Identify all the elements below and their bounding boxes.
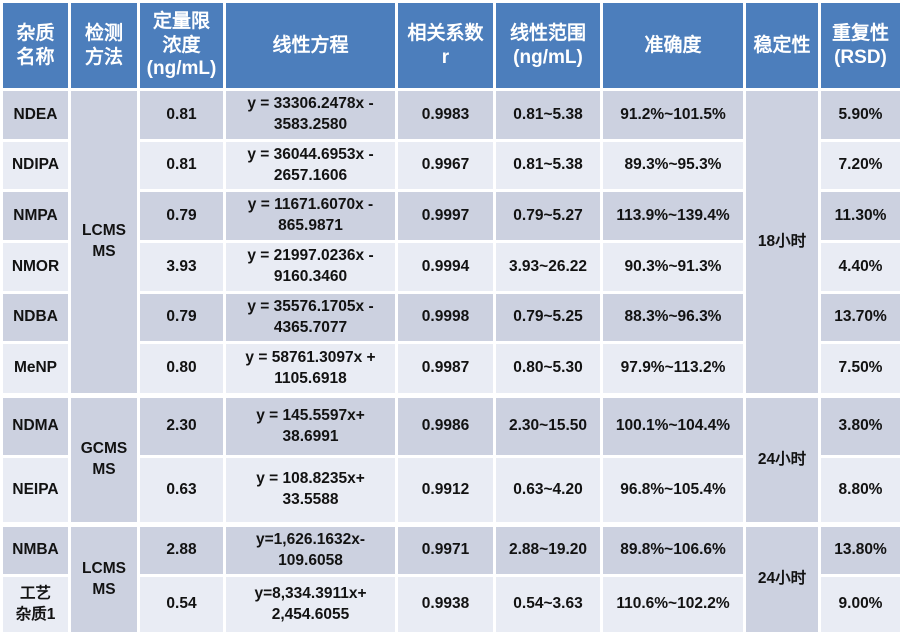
cell-correlation: 0.9998	[397, 293, 495, 343]
cell-loq: 0.79	[139, 293, 225, 343]
cell-linear-range: 2.88~19.20	[495, 525, 602, 576]
cell-rsd: 9.00%	[820, 576, 900, 634]
cell-accuracy: 90.3%~91.3%	[602, 242, 745, 293]
cell-correlation: 0.9938	[397, 576, 495, 634]
cell-linear-equation: y = 58761.3097x + 1105.6918	[225, 343, 397, 396]
cell-linear-equation: y = 11671.6070x - 865.9871	[225, 191, 397, 242]
cell-rsd: 11.30%	[820, 191, 900, 242]
cell-loq: 0.63	[139, 457, 225, 525]
cell-rsd: 13.70%	[820, 293, 900, 343]
cell-loq: 0.54	[139, 576, 225, 634]
col-header-stability: 稳定性	[745, 2, 820, 90]
cell-linear-range: 3.93~26.22	[495, 242, 602, 293]
cell-correlation: 0.9987	[397, 343, 495, 396]
cell-linear-range: 0.79~5.27	[495, 191, 602, 242]
cell-accuracy: 96.8%~105.4%	[602, 457, 745, 525]
cell-accuracy: 100.1%~104.4%	[602, 396, 745, 457]
cell-impurity-name: NDIPA	[2, 141, 70, 191]
cell-linear-range: 0.80~5.30	[495, 343, 602, 396]
cell-accuracy: 89.8%~106.6%	[602, 525, 745, 576]
cell-impurity-name: NEIPA	[2, 457, 70, 525]
cell-linear-equation: y = 36044.6953x - 2657.1606	[225, 141, 397, 191]
cell-loq: 2.88	[139, 525, 225, 576]
cell-detection-method-group: LCMS MS	[70, 525, 139, 634]
cell-stability-group: 18小时	[745, 90, 820, 396]
cell-rsd: 7.50%	[820, 343, 900, 396]
cell-accuracy: 91.2%~101.5%	[602, 90, 745, 141]
cell-impurity-name: NDMA	[2, 396, 70, 457]
cell-loq: 0.80	[139, 343, 225, 396]
cell-accuracy: 113.9%~139.4%	[602, 191, 745, 242]
table-row: NDMA GCMS MS 2.30 y = 145.5597x+ 38.6991…	[2, 396, 900, 457]
cell-impurity-name: NMBA	[2, 525, 70, 576]
cell-linear-range: 0.54~3.63	[495, 576, 602, 634]
cell-loq: 0.81	[139, 90, 225, 141]
cell-correlation: 0.9912	[397, 457, 495, 525]
cell-correlation: 0.9983	[397, 90, 495, 141]
cell-stability-group: 24小时	[745, 396, 820, 525]
cell-impurity-name: NMPA	[2, 191, 70, 242]
cell-detection-method-group: LCMS MS	[70, 90, 139, 396]
cell-accuracy: 89.3%~95.3%	[602, 141, 745, 191]
cell-accuracy: 97.9%~113.2%	[602, 343, 745, 396]
cell-impurity-name: NDEA	[2, 90, 70, 141]
cell-rsd: 3.80%	[820, 396, 900, 457]
cell-accuracy: 88.3%~96.3%	[602, 293, 745, 343]
cell-loq: 0.81	[139, 141, 225, 191]
cell-linear-range: 0.79~5.25	[495, 293, 602, 343]
cell-impurity-name: NDBA	[2, 293, 70, 343]
table-row: NMBA LCMS MS 2.88 y=1,626.1632x- 109.605…	[2, 525, 900, 576]
cell-stability-group: 24小时	[745, 525, 820, 634]
col-header-linear-range: 线性范围 (ng/mL)	[495, 2, 602, 90]
cell-linear-range: 0.81~5.38	[495, 141, 602, 191]
cell-loq: 0.79	[139, 191, 225, 242]
col-header-impurity-name: 杂质 名称	[2, 2, 70, 90]
header-row: 杂质 名称 检测 方法 定量限 浓度 (ng/mL) 线性方程 相关系数 r 线…	[2, 2, 900, 90]
cell-linear-equation: y = 35576.1705x - 4365.7077	[225, 293, 397, 343]
table-row: NDEA LCMS MS 0.81 y = 33306.2478x - 3583…	[2, 90, 900, 141]
cell-linear-equation: y = 145.5597x+ 38.6991	[225, 396, 397, 457]
cell-impurity-name: NMOR	[2, 242, 70, 293]
cell-linear-range: 2.30~15.50	[495, 396, 602, 457]
cell-detection-method-group: GCMS MS	[70, 396, 139, 525]
cell-impurity-name: MeNP	[2, 343, 70, 396]
cell-linear-equation: y=1,626.1632x- 109.6058	[225, 525, 397, 576]
cell-correlation: 0.9986	[397, 396, 495, 457]
cell-loq: 2.30	[139, 396, 225, 457]
cell-rsd: 7.20%	[820, 141, 900, 191]
cell-linear-equation: y = 21997.0236x - 9160.3460	[225, 242, 397, 293]
cell-correlation: 0.9967	[397, 141, 495, 191]
cell-linear-equation: y=8,334.3911x+ 2,454.6055	[225, 576, 397, 634]
col-header-detection-method: 检测 方法	[70, 2, 139, 90]
cell-correlation: 0.9971	[397, 525, 495, 576]
cell-linear-equation: y = 108.8235x+ 33.5588	[225, 457, 397, 525]
cell-accuracy: 110.6%~102.2%	[602, 576, 745, 634]
cell-linear-equation: y = 33306.2478x - 3583.2580	[225, 90, 397, 141]
cell-linear-range: 0.63~4.20	[495, 457, 602, 525]
cell-correlation: 0.9994	[397, 242, 495, 293]
cell-loq: 3.93	[139, 242, 225, 293]
cell-rsd: 4.40%	[820, 242, 900, 293]
col-header-repeatability: 重复性 (RSD)	[820, 2, 900, 90]
cell-linear-range: 0.81~5.38	[495, 90, 602, 141]
cell-rsd: 8.80%	[820, 457, 900, 525]
col-header-correlation-coefficient: 相关系数 r	[397, 2, 495, 90]
col-header-loq-concentration: 定量限 浓度 (ng/mL)	[139, 2, 225, 90]
col-header-linear-equation: 线性方程	[225, 2, 397, 90]
cell-correlation: 0.9997	[397, 191, 495, 242]
col-header-accuracy: 准确度	[602, 2, 745, 90]
cell-impurity-name: 工艺 杂质1	[2, 576, 70, 634]
cell-rsd: 5.90%	[820, 90, 900, 141]
cell-rsd: 13.80%	[820, 525, 900, 576]
